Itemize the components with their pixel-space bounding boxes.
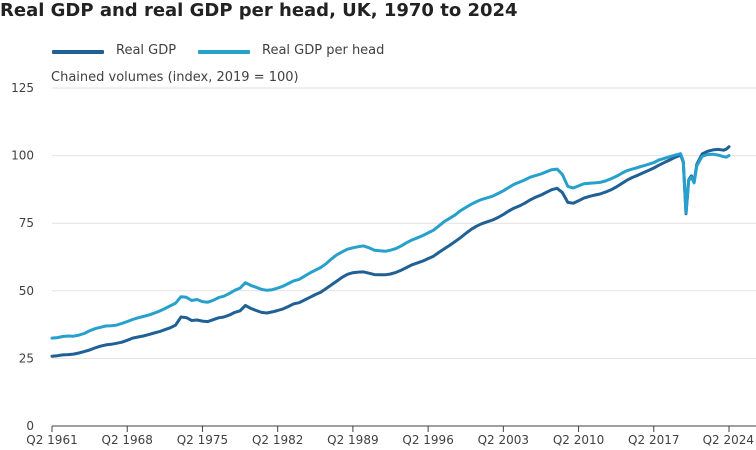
series-line-real-gdp-per-head xyxy=(50,152,731,340)
x-tick-label: Q2 1996 xyxy=(402,433,453,447)
y-axis-label: Chained volumes (index, 2019 = 100) xyxy=(51,70,299,85)
x-tick-label: Q2 1989 xyxy=(327,433,378,447)
legend-swatch-real-gdp-per-head xyxy=(198,50,250,54)
y-axis-ticks: 0 25 50 75 100 125 xyxy=(11,81,34,433)
y-tick-label: 100 xyxy=(11,149,34,163)
y-tick-label: 50 xyxy=(19,284,34,298)
y-tick-label: 25 xyxy=(19,351,34,365)
x-tick-label: Q2 1968 xyxy=(102,433,153,447)
y-tick-label: 0 xyxy=(26,419,34,433)
x-tick-label: Q2 2017 xyxy=(628,433,679,447)
x-tick-label: Q2 2024 xyxy=(703,433,754,447)
legend-swatch-real-gdp xyxy=(52,50,104,54)
gridlines xyxy=(52,87,756,427)
series-lines xyxy=(50,145,731,358)
legend-label-real-gdp: Real GDP xyxy=(116,43,177,58)
x-axis-ticks: Q2 1961 Q2 1968 Q2 1975 Q2 1982 Q2 1989 Q2 19… xyxy=(26,426,754,447)
x-tick-label: Q2 1961 xyxy=(26,433,77,447)
y-tick-label: 125 xyxy=(11,81,34,95)
y-tick-label: 75 xyxy=(19,216,34,230)
x-tick-label: Q2 2003 xyxy=(478,433,529,447)
x-tick-label: Q2 1975 xyxy=(177,433,228,447)
x-tick-label: Q2 2010 xyxy=(553,433,604,447)
series-line-real-gdp xyxy=(50,145,731,358)
legend-label-real-gdp-per-head: Real GDP per head xyxy=(262,43,385,58)
x-tick-label: Q2 1982 xyxy=(252,433,303,447)
chart-title: Real GDP and real GDP per head, UK, 1970… xyxy=(0,0,518,21)
